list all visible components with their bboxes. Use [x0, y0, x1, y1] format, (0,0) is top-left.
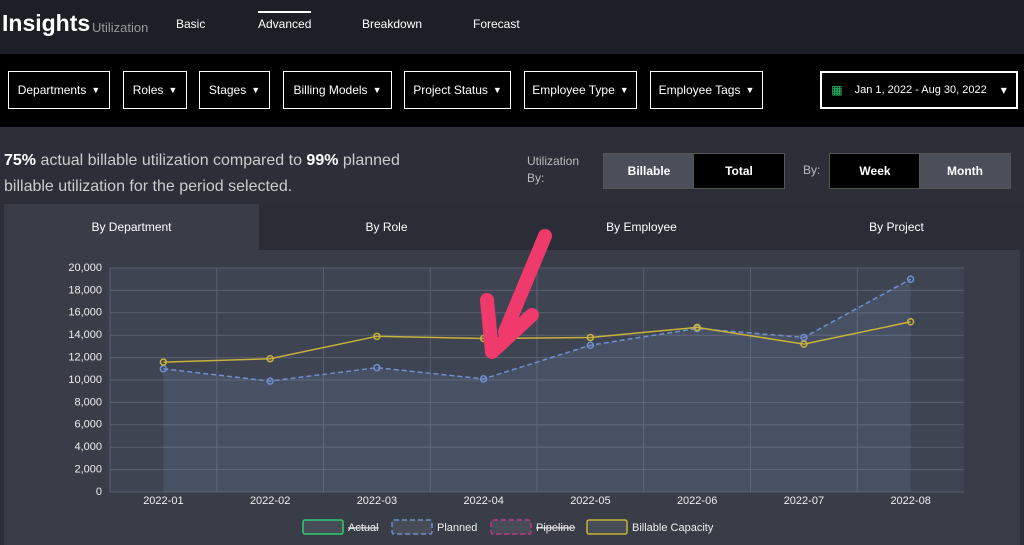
y-tick-label: 18,000 — [68, 284, 102, 296]
point — [266, 377, 274, 385]
toggle-option[interactable]: Week — [829, 153, 921, 189]
point — [800, 340, 808, 348]
summary: 75% actual billable utilization compared… — [4, 148, 454, 200]
legend-swatch[interactable] — [586, 519, 628, 535]
filter-label: Roles — [132, 83, 164, 97]
y-tick-label: 4,000 — [74, 441, 102, 453]
point — [373, 363, 381, 372]
filter-dropdown[interactable]: Billing Models ▼ — [283, 71, 392, 109]
y-tick-label: 20,000 — [68, 262, 102, 274]
chart-tab[interactable]: By Employee — [514, 204, 770, 250]
point — [586, 341, 595, 350]
filter-label: Employee Type — [532, 83, 615, 97]
date-text: Jan 1, 2022 - Aug 30, 2022 — [854, 84, 987, 96]
x-tick-label: 2022-03 — [357, 495, 397, 507]
nav-tab[interactable]: Basic — [176, 17, 206, 31]
x-tick-label: 2022-04 — [463, 495, 503, 507]
point — [266, 354, 274, 363]
filter-label: Billing Models — [293, 83, 368, 97]
toggle-option[interactable]: Month — [919, 153, 1011, 189]
legend-label[interactable]: Actual — [348, 522, 379, 534]
x-tick-label: 2022-02 — [250, 495, 290, 507]
point — [906, 275, 915, 283]
title: Insights — [2, 10, 91, 36]
filter-label: Project Status — [413, 83, 488, 97]
legend-label[interactable]: Billable Capacity — [632, 522, 714, 534]
top-bar — [0, 0, 1024, 54]
legend-label[interactable]: Pipeline — [536, 522, 575, 534]
chart-tab[interactable]: By Department — [4, 204, 260, 250]
filter-dropdown[interactable]: Project Status ▼ — [404, 71, 511, 109]
y-tick-label: 10,000 — [68, 374, 102, 386]
x-tick-label: 2022-07 — [784, 495, 824, 507]
by-label: By: — [803, 163, 821, 177]
legend-label[interactable]: Planned — [437, 522, 477, 534]
x-tick-label: 2022-01 — [143, 495, 183, 507]
filter-dropdown[interactable]: Employee Tags ▼ — [650, 71, 763, 109]
legend-swatch[interactable] — [490, 519, 532, 535]
chart-tab[interactable]: By Role — [259, 204, 515, 250]
legend-swatch[interactable] — [302, 519, 344, 535]
point — [479, 375, 488, 383]
actual-pct: 75% — [4, 152, 37, 169]
arrow-annotation — [480, 229, 552, 359]
y-tick-label: 6,000 — [74, 419, 102, 431]
point — [586, 333, 595, 342]
filter-label: Departments — [17, 83, 87, 97]
chart-tab[interactable]: By Project — [769, 204, 1024, 250]
y-tick-label: 8,000 — [74, 396, 102, 408]
summary-text: actual billable utilization compared to — [40, 152, 302, 169]
point — [373, 332, 381, 341]
y-tick-label: 0 — [96, 486, 102, 498]
filter-label: Stages — [208, 83, 247, 97]
series-line — [163, 278, 911, 382]
x-tick-label: 2022-05 — [570, 495, 610, 507]
point — [159, 358, 168, 366]
y-tick-label: 12,000 — [68, 352, 102, 364]
filter-label: Employee Tags — [658, 83, 741, 97]
utilization-label: Utilization By: — [527, 154, 580, 185]
series-line — [163, 321, 911, 363]
point — [906, 318, 915, 326]
legend-swatch[interactable] — [391, 519, 433, 535]
date-picker[interactable]: ▦ Jan 1, 2022 - Aug 30, 2022 ▾ — [820, 71, 1018, 109]
filter-dropdown[interactable]: Stages ▼ — [199, 71, 270, 109]
x-tick-label: 2022-06 — [677, 495, 717, 507]
toggle-option[interactable]: Billable — [603, 153, 695, 189]
nav-tab[interactable]: Forecast — [473, 17, 520, 31]
planned-pct: 99% — [306, 152, 339, 169]
toggle-option[interactable]: Total — [693, 153, 785, 189]
nav-tab[interactable]: Breakdown — [362, 17, 423, 31]
point — [693, 323, 701, 332]
subtitle: Utilization — [92, 20, 149, 35]
filter-dropdown[interactable]: Employee Type ▼ — [524, 71, 637, 109]
filter-dropdown[interactable]: Roles ▼ — [123, 71, 187, 109]
x-tick-label: 2022-08 — [890, 495, 930, 507]
y-tick-label: 14,000 — [68, 329, 102, 341]
filter-dropdown[interactable]: Departments ▼ — [8, 71, 110, 109]
area — [163, 279, 911, 492]
nav-tab[interactable]: Advanced — [258, 11, 312, 31]
summary-text: planned billable utilization for the per… — [4, 152, 400, 195]
y-tick-label: 2,000 — [74, 464, 102, 476]
y-tick-label: 16,000 — [68, 307, 102, 319]
